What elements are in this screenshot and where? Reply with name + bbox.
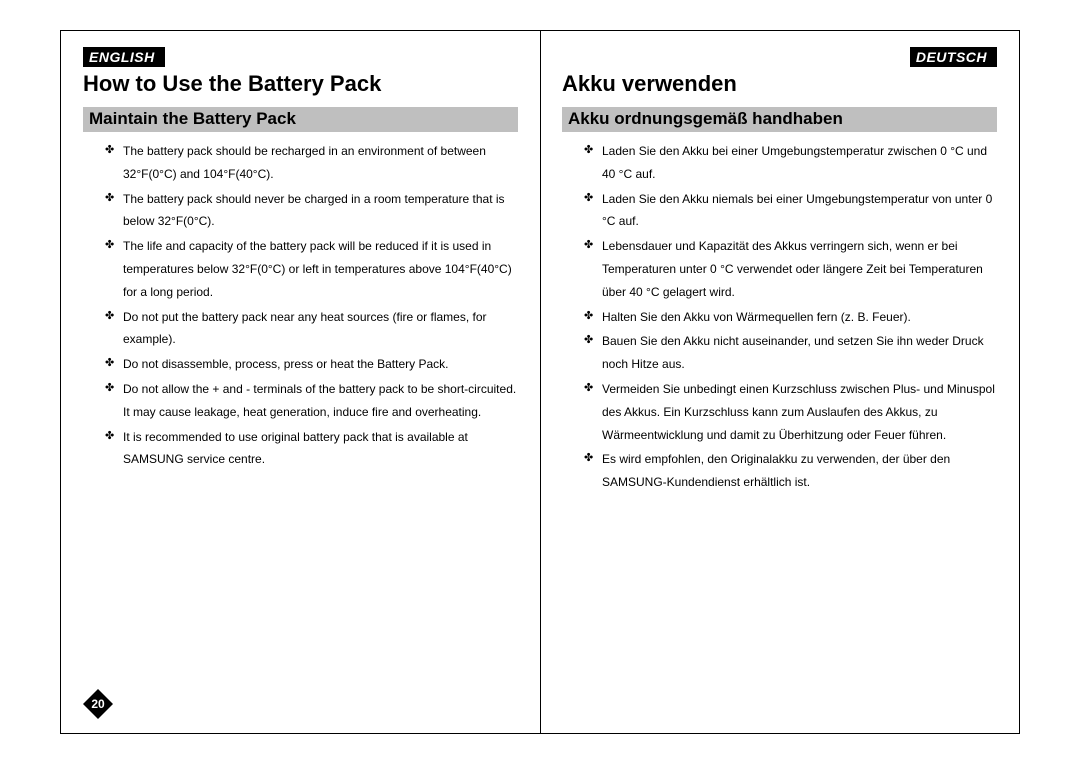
column-english: ENGLISH How to Use the Battery Pack Main…	[61, 31, 540, 733]
list-item: The life and capacity of the battery pac…	[105, 235, 518, 303]
title-deutsch: Akku verwenden	[562, 71, 997, 97]
bullet-list-english: The battery pack should be recharged in …	[83, 140, 518, 471]
list-item: Laden Sie den Akku niemals bei einer Umg…	[584, 188, 997, 234]
subtitle-english: Maintain the Battery Pack	[83, 107, 518, 132]
page-number: 20	[83, 689, 113, 719]
list-item: It is recommended to use original batter…	[105, 426, 518, 472]
list-item: The battery pack should never be charged…	[105, 188, 518, 234]
list-item: Vermeiden Sie unbedingt einen Kurzschlus…	[584, 378, 997, 446]
two-column-layout: ENGLISH How to Use the Battery Pack Main…	[61, 31, 1019, 733]
list-item: Bauen Sie den Akku nicht auseinander, un…	[584, 330, 997, 376]
list-item: Es wird empfohlen, den Originalakku zu v…	[584, 448, 997, 494]
list-item: Do not put the battery pack near any hea…	[105, 306, 518, 352]
bullet-list-deutsch: Laden Sie den Akku bei einer Umgebungste…	[562, 140, 997, 494]
lang-tag-deutsch: DEUTSCH	[910, 47, 997, 67]
list-item: Lebensdauer und Kapazität des Akkus verr…	[584, 235, 997, 303]
subtitle-deutsch: Akku ordnungsgemäß handhaben	[562, 107, 997, 132]
title-english: How to Use the Battery Pack	[83, 71, 518, 97]
list-item: Do not disassemble, process, press or he…	[105, 353, 518, 376]
page-number-badge: 20	[83, 689, 113, 719]
list-item: Do not allow the + and - terminals of th…	[105, 378, 518, 424]
lang-tag-english: ENGLISH	[83, 47, 165, 67]
list-item: Halten Sie den Akku von Wärmequellen fer…	[584, 306, 997, 329]
list-item: The battery pack should be recharged in …	[105, 140, 518, 186]
manual-page: ENGLISH How to Use the Battery Pack Main…	[60, 30, 1020, 734]
lang-tag-wrap: ENGLISH	[83, 47, 518, 71]
lang-tag-wrap: DEUTSCH	[562, 47, 997, 71]
column-deutsch: DEUTSCH Akku verwenden Akku ordnungsgemä…	[540, 31, 1019, 733]
list-item: Laden Sie den Akku bei einer Umgebungste…	[584, 140, 997, 186]
